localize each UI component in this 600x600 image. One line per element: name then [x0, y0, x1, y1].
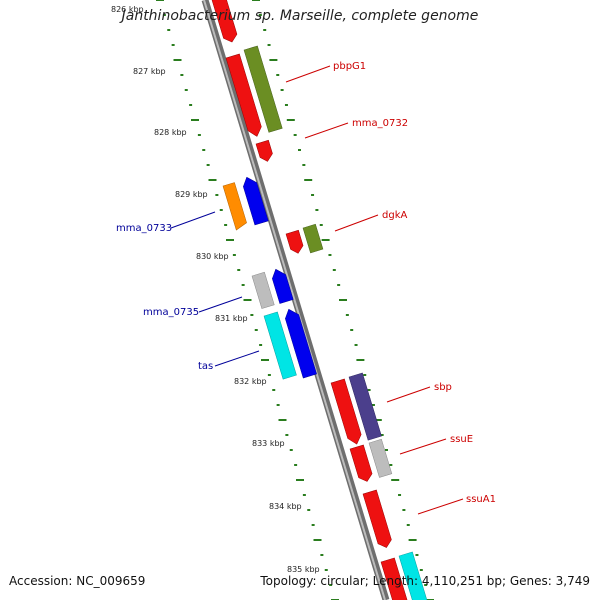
gene-bottom-cyan[interactable] — [398, 551, 429, 600]
tick-label-826: 826 kbp — [111, 5, 144, 14]
tick-label-830: 830 kbp — [196, 252, 229, 261]
gene-top-red[interactable] — [211, 0, 239, 44]
tick-labels: 826 kbp 827 kbp 828 kbp 829 kbp 830 kbp … — [111, 5, 320, 574]
tick-label-831: 831 kbp — [215, 314, 248, 323]
gene-sbp-red[interactable] — [330, 378, 363, 446]
gene-label-mma_0732[interactable]: mma_0732 — [352, 118, 408, 129]
tick-label-834: 834 kbp — [269, 502, 302, 511]
gene-mma_0735-blue[interactable] — [270, 267, 294, 304]
tick-rails — [156, 0, 434, 600]
gene-tas-blue[interactable] — [283, 307, 317, 379]
gene-ssuA1-red[interactable] — [362, 489, 393, 550]
topology-text: Topology: circular; Length: 4,110,251 bp… — [260, 574, 590, 588]
label-leaders — [170, 65, 464, 515]
gene-pbpG1-olive[interactable] — [243, 45, 283, 133]
gene-dgkA-olive[interactable] — [302, 223, 324, 254]
gene-mma_0733-blue[interactable] — [241, 175, 269, 226]
map-title: Janthinobacterium sp. Marseille, complet… — [121, 8, 479, 24]
tick-label-833: 833 kbp — [252, 439, 285, 448]
gene-bottom-red[interactable] — [380, 557, 410, 600]
tick-label-828: 828 kbp — [154, 128, 187, 137]
gene-label-sbp[interactable]: sbp — [434, 382, 452, 393]
gene-ssuE-red[interactable] — [349, 444, 374, 484]
gene-label-ssuE[interactable]: ssuE — [450, 434, 473, 445]
gene-mma_0733-orange[interactable] — [222, 182, 248, 231]
gene-tas-cyan[interactable] — [263, 311, 297, 380]
gene-mma_0732-red[interactable] — [255, 139, 274, 163]
gene-label-tas[interactable]: tas — [198, 361, 213, 372]
backbone — [201, 0, 390, 600]
gene-label-mma_0733[interactable]: mma_0733 — [116, 223, 172, 234]
gene-label-dgkA[interactable]: dgkA — [382, 210, 407, 221]
gene-label-pbpG1[interactable]: pbpG1 — [333, 61, 366, 72]
tick-label-832: 832 kbp — [234, 377, 267, 386]
gene-label-mma_0735[interactable]: mma_0735 — [143, 307, 199, 318]
gene-dgkA-red[interactable] — [285, 229, 305, 255]
tick-label-829: 829 kbp — [175, 190, 208, 199]
gene-ssuE-gray[interactable] — [368, 438, 393, 478]
gene-sbp-purple[interactable] — [348, 372, 382, 441]
gene-label-ssuA1[interactable]: ssuA1 — [466, 494, 496, 505]
gene-labels: pbpG1 mma_0732 dgkA mma_0733 mma_0735 ta… — [116, 61, 496, 505]
gene-mma_0735-gray[interactable] — [251, 271, 275, 309]
tick-label-835: 835 kbp — [287, 565, 320, 574]
gene-features — [211, 0, 429, 600]
tick-label-827: 827 kbp — [133, 67, 166, 76]
gene-pbpG1-red[interactable] — [225, 53, 264, 138]
accession-text: Accession: NC_009659 — [9, 574, 146, 588]
